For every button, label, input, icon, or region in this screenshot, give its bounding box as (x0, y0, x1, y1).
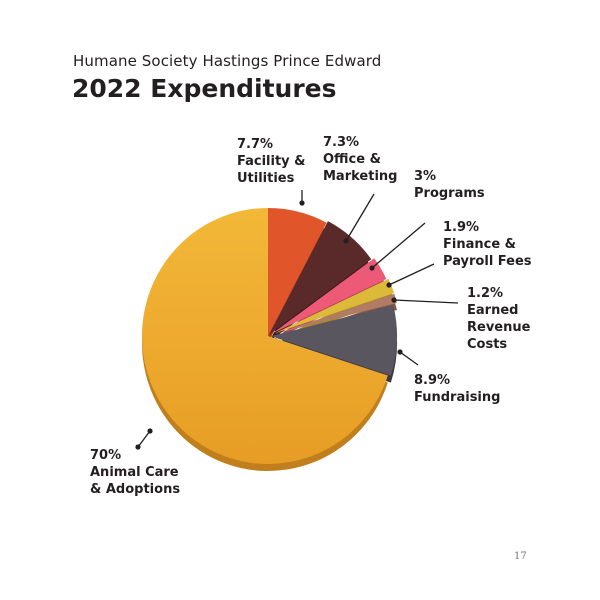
data-label-percent: 1.9% (443, 220, 479, 235)
leader-line-finance-and-payroll-fees (388, 263, 435, 286)
pie-slice-earned-revenue-costs (274, 293, 397, 335)
leader-line-programs (371, 222, 426, 269)
data-label-category: & Adoptions (90, 482, 180, 497)
data-label-category: Earned (467, 303, 518, 318)
data-label-category: Utilities (237, 171, 295, 186)
data-label-category: Facility & (237, 154, 306, 169)
data-label-category: Office & (323, 152, 381, 167)
leader-dot-facility-and-utilities (299, 200, 305, 206)
data-label-facility-and-utilities: 7.7% Facility & Utilities (237, 137, 306, 186)
data-label-office-and-marketing: 7.3% Office & Marketing (323, 135, 397, 184)
leader-line-earned-revenue-costs (393, 299, 459, 304)
data-label-percent: 7.3% (323, 135, 359, 150)
data-label-percent: 8.9% (414, 373, 450, 388)
leader-dot-fundraising (397, 349, 403, 355)
data-label-percent: 1.2% (467, 286, 503, 301)
leader-line-office-and-marketing (345, 193, 375, 242)
data-label-category: Programs (414, 186, 485, 201)
data-label-category: Costs (467, 337, 507, 352)
chart-subtitle: Humane Society Hastings Prince Edward (73, 52, 382, 70)
pie-slice-finance-and-payroll-fees (274, 278, 395, 334)
leader-dot-end-animal-care-and-adoptions (147, 428, 153, 434)
pie-slice-facility-and-utilities (268, 208, 327, 336)
pie-slice-programs (272, 258, 387, 334)
pie-slice-animal-care-and-adoptions (141, 208, 388, 464)
data-label-percent: 70% (90, 448, 121, 463)
data-label-programs: 3% Programs (414, 169, 485, 201)
data-label-fundraising: 8.9% Fundraising (414, 373, 500, 405)
pie-slice-office-and-marketing (269, 221, 372, 335)
data-label-category: Finance & (443, 237, 516, 252)
data-label-percent: 7.7% (237, 137, 273, 152)
data-label-finance-and-payroll-fees: 1.9% Finance & Payroll Fees (443, 220, 532, 269)
data-label-category: Revenue (467, 320, 531, 335)
data-label-category: Marketing (323, 169, 397, 184)
pie-slice-fundraising (270, 305, 397, 376)
chart-title: 2022 Expenditures (72, 74, 337, 103)
data-label-category: Animal Care (90, 465, 179, 480)
leader-line-fundraising (399, 351, 419, 366)
page-number: 17 (514, 551, 527, 562)
leader-dot-animal-care-and-adoptions (135, 444, 141, 450)
leader-line-animal-care-and-adoptions (137, 430, 151, 448)
data-label-category: Payroll Fees (443, 254, 532, 269)
leader-dot-finance-and-payroll-fees (386, 282, 392, 288)
leader-dot-programs (369, 265, 375, 271)
data-label-percent: 3% (414, 169, 436, 184)
data-label-category: Fundraising (414, 390, 500, 405)
data-label-animal-care-and-adoptions: 70% Animal Care & Adoptions (90, 448, 180, 497)
data-label-earned-revenue-costs: 1.2% Earned Revenue Costs (467, 286, 531, 352)
leader-dot-earned-revenue-costs (391, 297, 397, 303)
leader-dot-office-and-marketing (343, 238, 349, 244)
